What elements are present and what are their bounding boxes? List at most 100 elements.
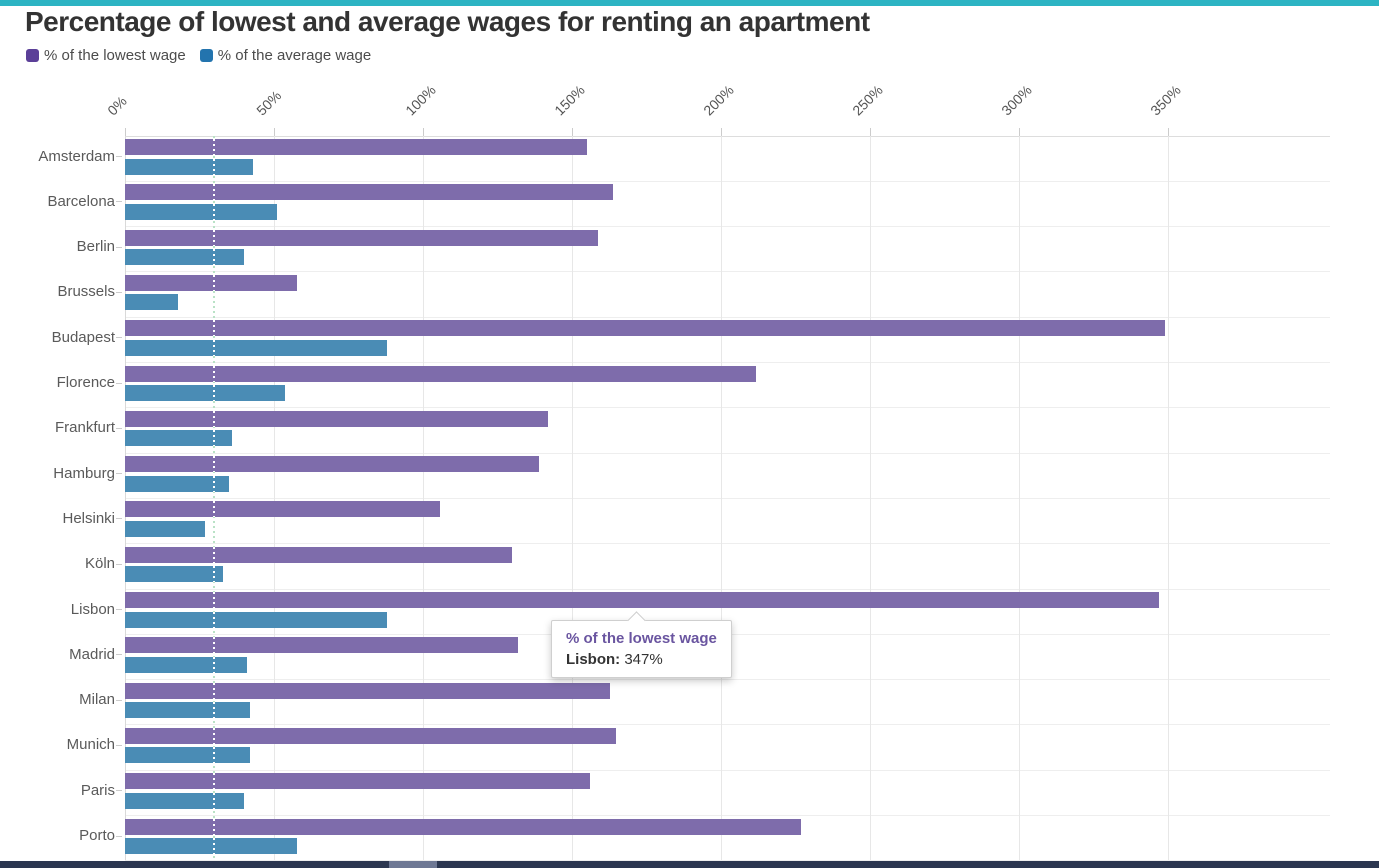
reference-line-overlay — [212, 727, 215, 744]
category-tick-helsinki — [116, 518, 122, 520]
row-separator-line — [124, 588, 1330, 590]
legend-item-lowest-wage: % of the lowest wage — [26, 47, 186, 64]
x-axis-tick — [124, 128, 126, 136]
bar-average-wage-hamburg[interactable] — [124, 475, 229, 492]
category-tick-berlin — [116, 246, 122, 248]
bar-lowest-wage-milan[interactable] — [124, 682, 611, 699]
category-label-budapest: Budapest — [51, 328, 115, 346]
bar-lowest-wage-amsterdam[interactable] — [124, 139, 587, 155]
bar-average-wage-barcelona[interactable] — [124, 203, 277, 220]
row-separator-line — [124, 271, 1330, 273]
chart-legend: % of the lowest wage % of the average wa… — [26, 47, 371, 64]
bar-average-wage-helsinki[interactable] — [124, 520, 205, 537]
category-tick-brussels — [116, 291, 122, 293]
row-separator-line — [124, 180, 1330, 182]
reference-line-overlay — [212, 203, 215, 220]
category-label-helsinki: Helsinki — [62, 509, 115, 527]
category-tick-budapest — [116, 337, 122, 339]
tooltip-series-name: % of the lowest wage — [566, 630, 717, 647]
bar-average-wage-paris[interactable] — [124, 792, 244, 809]
reference-line-overlay — [212, 365, 215, 382]
bar-lowest-wage-brussels[interactable] — [124, 274, 298, 291]
reference-line-overlay — [212, 184, 215, 201]
category-label-munich: Munich — [66, 736, 115, 754]
row-separator-line — [124, 815, 1330, 816]
reference-line-overlay — [212, 139, 215, 155]
category-label-paris: Paris — [80, 781, 115, 799]
bar-average-wage-munich[interactable] — [124, 747, 250, 764]
bar-lowest-wage-helsinki[interactable] — [124, 501, 441, 518]
bar-lowest-wage-porto[interactable] — [124, 818, 802, 835]
category-tick-madrid — [116, 654, 122, 656]
row-separator-line — [124, 724, 1330, 726]
category-label-berlin: Berlin — [76, 238, 115, 256]
category-tick-porto — [116, 835, 122, 837]
bar-lowest-wage-munich[interactable] — [124, 727, 617, 744]
category-label-porto: Porto — [79, 827, 115, 844]
bar-average-wage-lisbon[interactable] — [124, 611, 387, 628]
bar-average-wage-brussels[interactable] — [124, 294, 179, 311]
row-separator-line — [124, 407, 1330, 409]
row-separator-line — [124, 679, 1330, 681]
category-label-lisbon: Lisbon — [70, 600, 115, 618]
category-label-amsterdam: Amsterdam — [38, 147, 115, 165]
x-axis-label-150%: 150% — [550, 81, 588, 119]
category-label-milan: Milan — [79, 691, 115, 709]
reference-line-overlay — [212, 611, 215, 628]
x-gridline-200% — [720, 136, 722, 860]
reference-line-overlay — [212, 229, 215, 246]
category-tick-milan — [116, 699, 122, 701]
bar-average-wage-milan[interactable] — [124, 702, 250, 719]
category-label-barcelona: Barcelona — [47, 192, 115, 210]
bar-average-wage-madrid[interactable] — [124, 656, 247, 673]
category-tick-lisbon — [116, 609, 122, 610]
bar-lowest-wage-madrid[interactable] — [124, 637, 518, 654]
reference-line-overlay — [212, 546, 215, 563]
reference-line-overlay — [212, 158, 215, 175]
bar-lowest-wage-hamburg[interactable] — [124, 456, 539, 473]
reference-line-overlay — [212, 456, 215, 473]
bar-average-wage-amsterdam[interactable] — [124, 158, 253, 175]
reference-line-overlay — [212, 702, 215, 719]
tooltip-value: 347% — [624, 651, 663, 668]
bar-lowest-wage-barcelona[interactable] — [124, 184, 614, 201]
bar-lowest-wage-florence[interactable] — [124, 365, 757, 382]
row-separator-line — [124, 497, 1330, 499]
bar-average-wage-porto[interactable] — [124, 838, 298, 854]
bar-lowest-wage-paris[interactable] — [124, 773, 590, 790]
bar-average-wage-budapest[interactable] — [124, 339, 387, 356]
bar-lowest-wage-frankfurt[interactable] — [124, 410, 548, 427]
bar-lowest-wage-budapest[interactable] — [124, 320, 1165, 337]
bar-average-wage-frankfurt[interactable] — [124, 430, 232, 447]
x-axis-label-50%: 50% — [252, 87, 284, 119]
row-separator-line — [124, 860, 1330, 862]
category-tick-hamburg — [116, 473, 122, 475]
category-tick-amsterdam — [116, 156, 122, 157]
x-axis-label-350%: 350% — [1146, 81, 1184, 119]
reference-line-overlay — [212, 592, 215, 608]
category-label-frankfurt: Frankfurt — [54, 419, 115, 437]
x-axis-label-250%: 250% — [848, 81, 886, 119]
category-tick-koln — [116, 563, 122, 565]
x-axis-tick — [422, 128, 424, 136]
x-axis-tick — [869, 128, 871, 136]
bar-lowest-wage-berlin[interactable] — [124, 229, 599, 246]
x-axis-label-200%: 200% — [699, 81, 737, 119]
x-gridline-100% — [422, 136, 424, 860]
bar-lowest-wage-lisbon[interactable] — [124, 592, 1159, 608]
reference-line-overlay — [212, 566, 215, 583]
bar-lowest-wage-koln[interactable] — [124, 546, 513, 563]
bar-average-wage-florence[interactable] — [124, 385, 286, 401]
bar-average-wage-koln[interactable] — [124, 566, 223, 583]
row-separator-line — [124, 362, 1330, 363]
reference-line-overlay — [212, 838, 215, 854]
horizontal-scrollbar-thumb[interactable] — [389, 861, 437, 868]
legend-swatch-lowest-wage — [26, 49, 39, 62]
bar-average-wage-berlin[interactable] — [124, 249, 244, 266]
reference-line-overlay — [212, 637, 215, 654]
row-separator-line — [124, 316, 1330, 318]
x-gridline-50% — [273, 136, 275, 860]
tooltip: % of the lowest wage Lisbon: 347% — [551, 620, 732, 678]
horizontal-scrollbar-track[interactable] — [0, 861, 1379, 868]
